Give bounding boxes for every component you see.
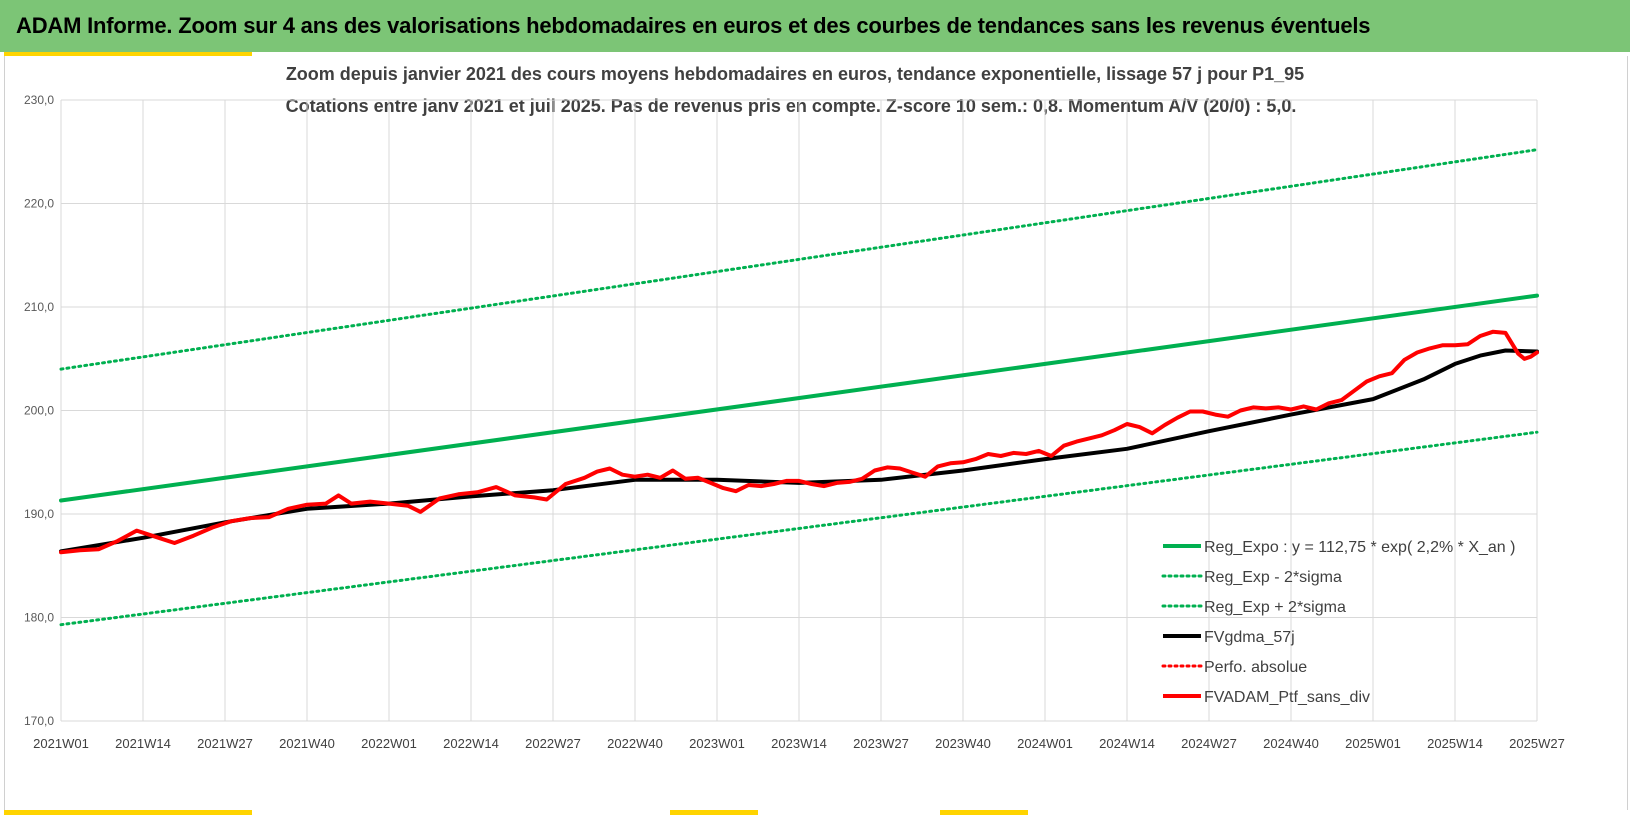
accent-bar-bottom-middle <box>670 810 758 815</box>
y-axis-ticks: 170,0 180,0 190,0 200,0 210,0 220,0 230,0 <box>24 93 54 728</box>
chart-area: Zoom depuis janvier 2021 des cours moyen… <box>4 56 1628 810</box>
legend-label-5: Perfo. absolue <box>1204 659 1307 676</box>
y-tick-label: 200,0 <box>24 404 54 418</box>
legend-label-6: FVADAM_Ptf_sans_div <box>1204 689 1370 706</box>
x-tick-label: 2021W14 <box>115 736 171 751</box>
legend-label-4: FVgdma_57j <box>1204 629 1295 646</box>
legend-label-2: Reg_Exp - 2*sigma <box>1204 569 1342 586</box>
x-tick-label: 2022W27 <box>525 736 581 751</box>
x-axis-ticks: 2021W01 2021W14 2021W27 2021W40 2022W01 2022W… <box>33 736 1565 751</box>
accent-bar-top-left <box>4 52 252 57</box>
title-banner: ADAM Informe. Zoom sur 4 ans des valoris… <box>0 0 1630 52</box>
y-tick-label: 220,0 <box>24 197 54 211</box>
chart-title: Zoom depuis janvier 2021 des cours moyen… <box>286 64 1304 84</box>
x-tick-label: 2024W14 <box>1099 736 1155 751</box>
x-tick-label: 2024W40 <box>1263 736 1319 751</box>
x-tick-label: 2022W14 <box>443 736 499 751</box>
x-tick-label: 2024W27 <box>1181 736 1237 751</box>
y-tick-label: 170,0 <box>24 714 54 728</box>
series-line-2 <box>59 430 1539 627</box>
x-tick-label: 2021W27 <box>197 736 253 751</box>
y-tick-label: 230,0 <box>24 93 54 107</box>
x-tick-label: 2023W40 <box>935 736 991 751</box>
series-line-6 <box>59 329 1539 555</box>
x-tick-label: 2023W01 <box>689 736 745 751</box>
x-tick-label: 2022W01 <box>361 736 417 751</box>
legend-label-3: Reg_Exp + 2*sigma <box>1204 599 1346 616</box>
x-tick-label: 2021W40 <box>279 736 335 751</box>
x-tick-label: 2025W01 <box>1345 736 1401 751</box>
page-title: ADAM Informe. Zoom sur 4 ans des valoris… <box>16 13 1371 38</box>
legend-label-1: Reg_Expo : y = 112,75 * exp( 2,2% * X_an… <box>1204 539 1515 556</box>
series-lines <box>59 148 1539 627</box>
legend: Reg_Expo : y = 112,75 * exp( 2,2% * X_an… <box>1161 539 1515 706</box>
x-tick-label: 2022W40 <box>607 736 663 751</box>
x-tick-label: 2021W01 <box>33 736 89 751</box>
x-tick-label: 2025W14 <box>1427 736 1483 751</box>
y-tick-label: 210,0 <box>24 300 54 314</box>
y-tick-label: 180,0 <box>24 611 54 625</box>
accent-bar-bottom-left <box>4 810 252 815</box>
x-tick-label: 2024W01 <box>1017 736 1073 751</box>
chart-subtitle: Cotations entre janv 2021 et juil 2025. … <box>286 96 1297 116</box>
x-tick-label: 2023W27 <box>853 736 909 751</box>
series-line-3 <box>59 148 1539 371</box>
accent-bar-bottom-right <box>940 810 1028 815</box>
y-tick-label: 190,0 <box>24 507 54 521</box>
x-tick-label: 2025W27 <box>1509 736 1565 751</box>
series-line-1 <box>59 293 1539 503</box>
chart-svg: Zoom depuis janvier 2021 des cours moyen… <box>24 64 1565 751</box>
x-tick-label: 2023W14 <box>771 736 827 751</box>
